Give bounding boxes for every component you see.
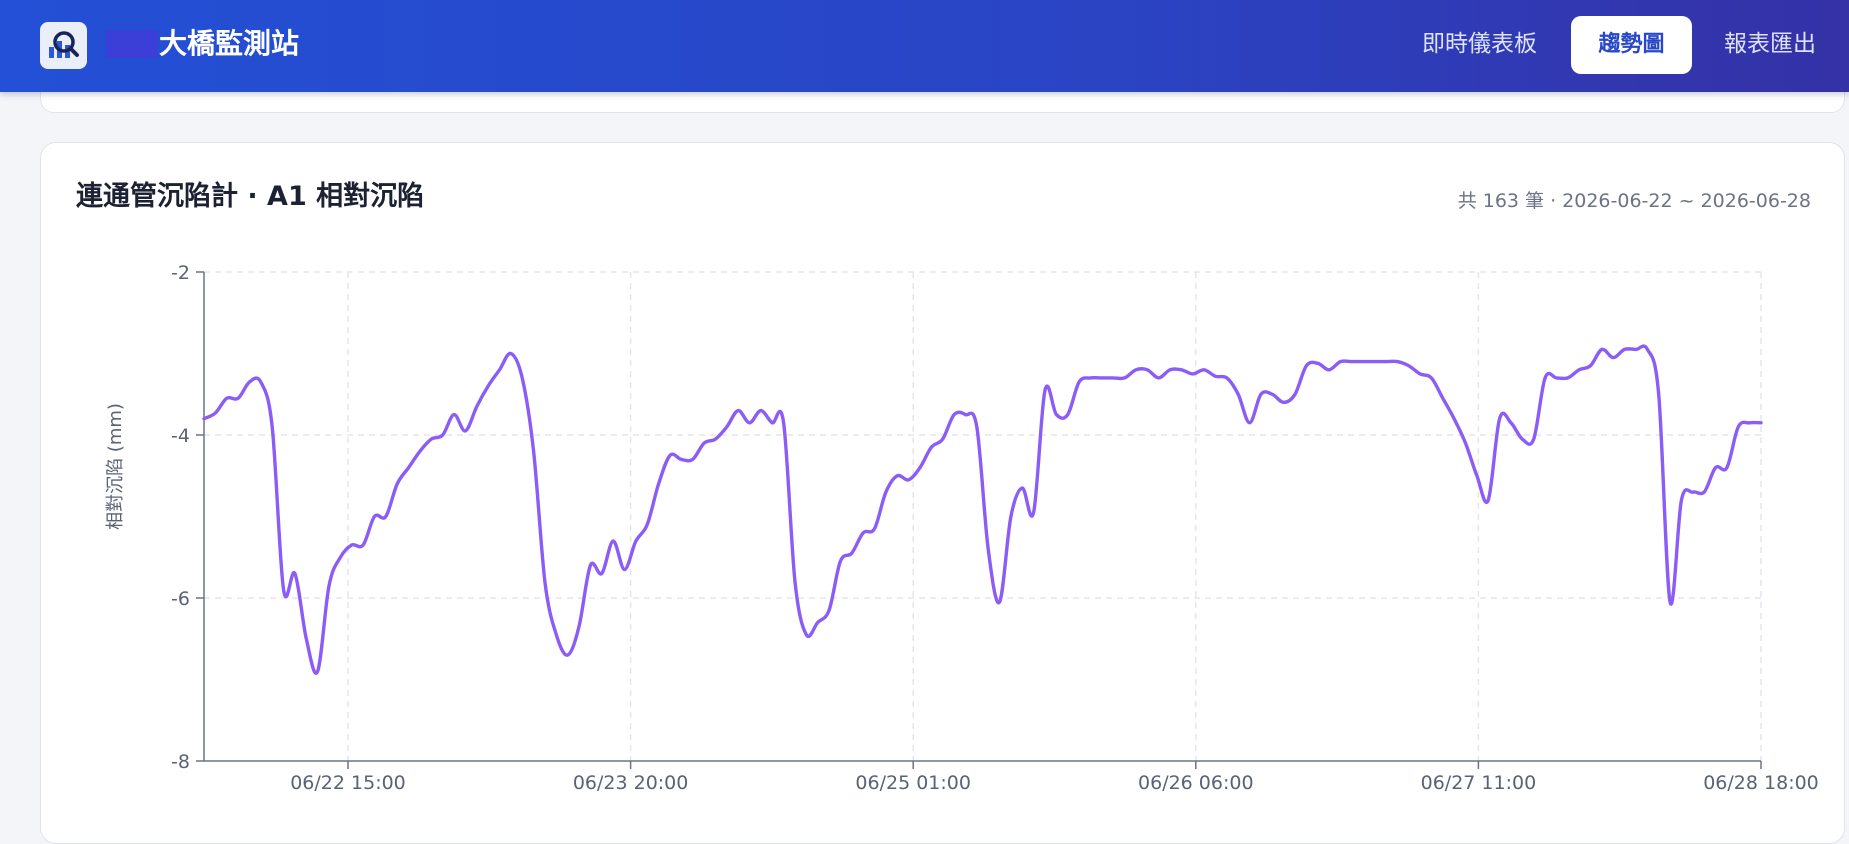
x-tick-label: 06/22 15:00 xyxy=(290,772,406,794)
site-title: 大橋監測站 xyxy=(159,27,300,60)
x-tick-label: 06/23 20:00 xyxy=(573,772,689,794)
redacted-region xyxy=(106,30,158,58)
y-tick-label: -6 xyxy=(171,588,190,610)
y-tick-label: -2 xyxy=(171,262,190,284)
nav-export[interactable]: 報表匯出 xyxy=(1724,31,1816,57)
y-axis-label: 相對沉陷 (mm) xyxy=(105,403,126,530)
chart-title: 連通管沉陷計 · A1 相對沉陷 xyxy=(76,181,425,212)
y-tick-label: -8 xyxy=(171,751,190,773)
trend-line-chart: -2 -4 -6 -8 06/22 15:00 06/23 20:00 06/25 01:0… xyxy=(105,262,1819,794)
series-line xyxy=(202,344,1763,675)
station-search-icon[interactable] xyxy=(40,22,87,69)
nav-dashboard[interactable]: 即時儀表板 xyxy=(1422,31,1537,57)
nav-trend[interactable]: 趨勢圖 xyxy=(1571,16,1692,74)
trend-chart-card: 連通管沉陷計 · A1 相對沉陷 共 163 筆 · 2026-06-22 ~ … xyxy=(40,142,1845,844)
top-navbar: 大橋監測站 即時儀表板 趨勢圖 報表匯出 xyxy=(0,0,1849,92)
x-tick-label: 06/27 11:00 xyxy=(1421,772,1537,794)
x-tick-label: 06/25 01:00 xyxy=(855,772,971,794)
y-tick-label: -4 xyxy=(171,425,190,447)
x-tick-label: 06/26 06:00 xyxy=(1138,772,1254,794)
x-tick-label: 06/28 18:00 xyxy=(1703,772,1819,794)
chart-meta: 共 163 筆 · 2026-06-22 ~ 2026-06-28 xyxy=(1457,190,1811,212)
